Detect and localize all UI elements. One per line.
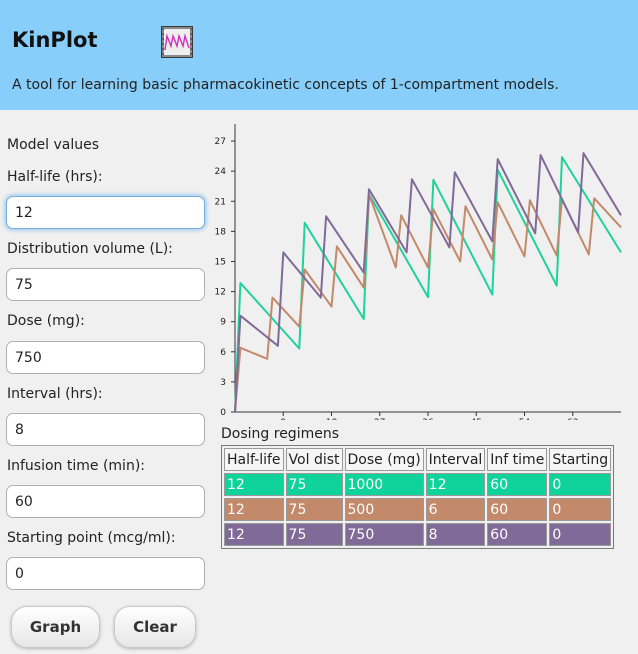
distribution-volume-label: Distribution volume (L): xyxy=(7,241,173,257)
dose-label: Dose (mg): xyxy=(7,313,85,329)
dosing-regimens-table: Half-life Vol dist Dose (mg) Interval In… xyxy=(221,445,615,549)
table-cell: 60 xyxy=(487,473,548,496)
kinplot-logo-icon xyxy=(161,26,193,58)
graph-button[interactable]: Graph xyxy=(11,606,100,648)
y-tick-label: 24 xyxy=(215,167,227,177)
distribution-volume-input[interactable] xyxy=(6,268,205,301)
x-tick-label: 9 xyxy=(280,418,286,420)
column-header: Vol dist xyxy=(285,448,343,471)
starting-point-input[interactable] xyxy=(6,557,205,590)
table-cell: 12 xyxy=(224,473,284,496)
y-tick-label: 21 xyxy=(215,197,226,207)
x-tick-label: 36 xyxy=(422,418,434,420)
table-header-row: Half-life Vol dist Dose (mg) Interval In… xyxy=(224,448,612,471)
column-header: Inf time xyxy=(487,448,548,471)
x-tick-label: 27 xyxy=(374,418,385,420)
table-cell: 75 xyxy=(285,498,343,521)
clear-button[interactable]: Clear xyxy=(114,606,196,648)
series-line-3 xyxy=(234,152,622,413)
infusion-time-input[interactable] xyxy=(6,485,205,518)
chart-series xyxy=(234,152,622,413)
table-cell: 0 xyxy=(549,473,612,496)
series-line-1 xyxy=(234,156,622,413)
table-row: 12 75 1000 12 60 0 xyxy=(224,473,612,496)
table-cell: 12 xyxy=(425,473,486,496)
chart-axes: 03691215182124279182736455463 xyxy=(215,124,621,420)
series-line-2 xyxy=(234,193,622,413)
y-tick-label: 3 xyxy=(220,378,226,388)
column-header: Dose (mg) xyxy=(344,448,424,471)
x-tick-label: 18 xyxy=(326,418,338,420)
table-cell: 750 xyxy=(344,523,424,546)
starting-point-label: Starting point (mcg/ml): xyxy=(7,530,176,546)
app-title: KinPlot xyxy=(12,28,98,52)
y-tick-label: 27 xyxy=(215,137,226,147)
table-cell: 0 xyxy=(549,498,612,521)
y-tick-label: 6 xyxy=(220,348,226,358)
model-values-heading: Model values xyxy=(7,137,100,153)
table-cell: 500 xyxy=(344,498,424,521)
interval-input[interactable] xyxy=(6,413,205,446)
y-tick-label: 15 xyxy=(215,257,226,267)
x-tick-label: 54 xyxy=(519,418,531,420)
half-life-label: Half-life (hrs): xyxy=(7,169,103,185)
y-tick-label: 12 xyxy=(215,288,226,298)
table-cell: 60 xyxy=(487,498,548,521)
column-header: Starting xyxy=(549,448,612,471)
table-cell: 0 xyxy=(549,523,612,546)
table-cell: 12 xyxy=(224,523,284,546)
dose-input[interactable] xyxy=(6,341,205,374)
app-description: A tool for learning basic pharmacokineti… xyxy=(12,77,559,93)
table-cell: 75 xyxy=(285,523,343,546)
y-tick-label: 18 xyxy=(215,227,227,237)
table-cell: 75 xyxy=(285,473,343,496)
table-row: 12 75 750 8 60 0 xyxy=(224,523,612,546)
dosing-regimens-heading: Dosing regimens xyxy=(221,426,339,442)
table-cell: 12 xyxy=(224,498,284,521)
table-cell: 6 xyxy=(425,498,486,521)
infusion-time-label: Infusion time (min): xyxy=(7,458,145,474)
table-cell: 1000 xyxy=(344,473,424,496)
table-row: 12 75 500 6 60 0 xyxy=(224,498,612,521)
concentration-chart: 03691215182124279182736455463 xyxy=(215,124,622,420)
table-cell: 8 xyxy=(425,523,486,546)
y-tick-label: 0 xyxy=(220,408,226,418)
x-tick-label: 45 xyxy=(471,418,482,420)
y-tick-label: 9 xyxy=(220,318,226,328)
half-life-input[interactable] xyxy=(6,196,205,229)
interval-label: Interval (hrs): xyxy=(7,386,103,402)
column-header: Half-life xyxy=(224,448,284,471)
column-header: Interval xyxy=(425,448,486,471)
x-tick-label: 63 xyxy=(567,418,578,420)
app-header: KinPlot A tool for learning basic pharma… xyxy=(0,0,638,110)
table-cell: 60 xyxy=(487,523,548,546)
